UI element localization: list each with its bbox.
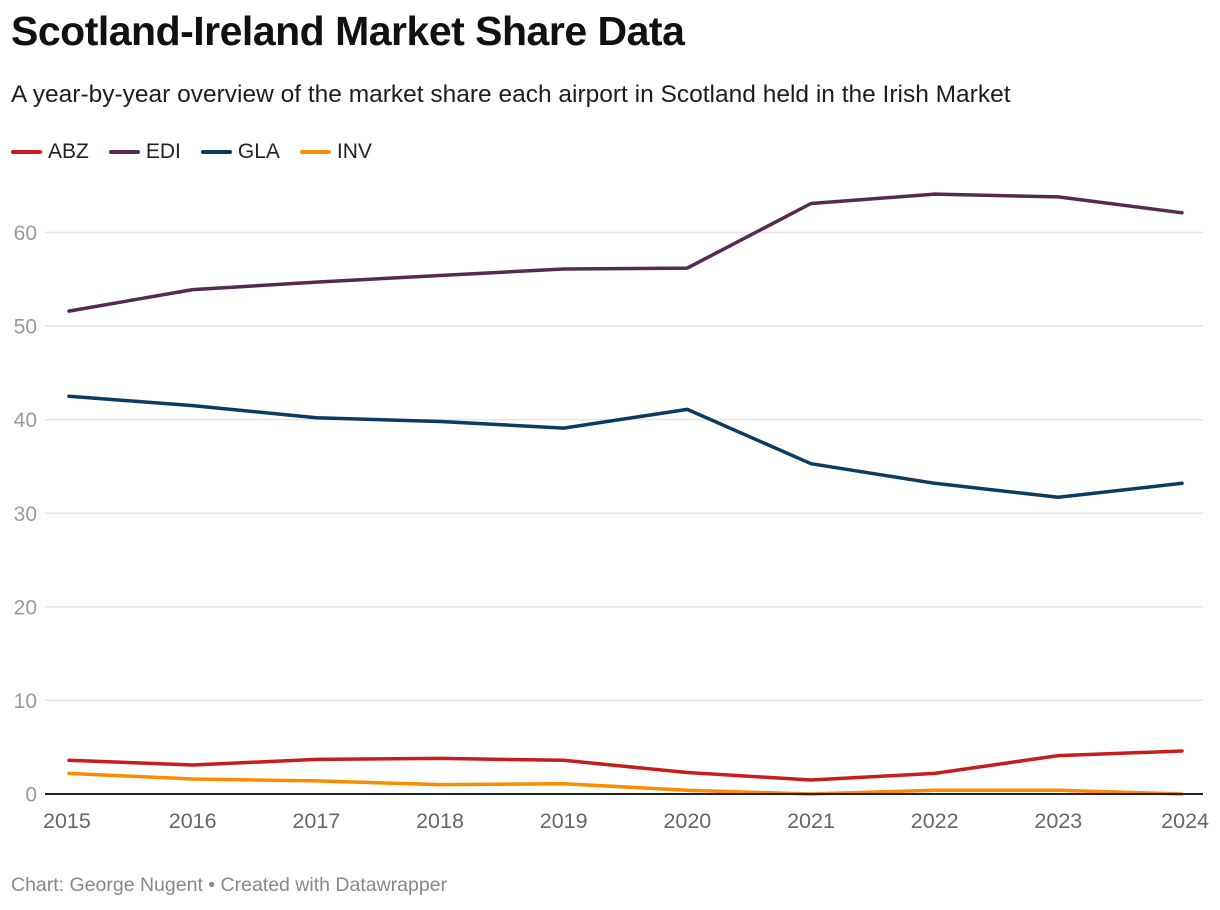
legend-label-edi: EDI <box>145 140 181 163</box>
y-tick-label: 10 <box>14 690 37 713</box>
legend-swatch-abz <box>11 150 42 154</box>
series-line-abz <box>67 749 1184 782</box>
gridlines <box>45 231 1203 702</box>
x-axis-ticks: 2015 2016 2017 2018 2019 2020 2021 2022 2023 2024 <box>43 809 1209 833</box>
legend-label-inv: INV <box>336 140 372 163</box>
legend-item-gla: GLA <box>200 140 280 164</box>
chart-title: Scotland-Ireland Market Share Data <box>11 8 685 54</box>
y-axis-ticks: 0 10 20 30 40 50 60 <box>14 222 37 807</box>
x-tick-label: 2020 <box>663 809 711 833</box>
series-lines <box>67 192 1184 796</box>
y-tick-label: 30 <box>14 503 37 526</box>
x-tick-label: 2021 <box>787 809 835 833</box>
legend-label-gla: GLA <box>237 140 280 163</box>
legend-item-edi: EDI <box>108 140 181 164</box>
x-tick-label: 2015 <box>43 809 91 833</box>
x-tick-label: 2017 <box>292 809 340 833</box>
legend-swatch-edi <box>108 150 140 154</box>
x-tick-label: 2022 <box>911 809 959 833</box>
x-tick-label: 2024 <box>1161 809 1209 833</box>
x-tick-label: 2023 <box>1034 809 1082 833</box>
legend-item-inv: INV <box>299 140 372 164</box>
y-tick-label: 50 <box>14 316 37 339</box>
y-tick-label: 40 <box>14 409 37 432</box>
legend-label-abz: ABZ <box>48 140 89 163</box>
chart-subtitle: A year-by-year overview of the market sh… <box>11 81 1011 108</box>
legend-swatch-inv <box>299 150 331 154</box>
x-tick-label: 2016 <box>169 809 217 833</box>
x-tick-label: 2018 <box>416 809 464 833</box>
footer-credit: Chart: George Nugent • Created with Data… <box>11 874 448 896</box>
y-tick-label: 60 <box>14 222 37 245</box>
legend-item-abz: ABZ <box>11 140 89 164</box>
series-line-inv <box>67 771 1184 796</box>
series-line-edi <box>67 192 1184 313</box>
series-line-gla <box>67 394 1184 500</box>
y-tick-label: 0 <box>25 784 37 807</box>
legend: ABZ EDI GLA INV <box>11 140 372 164</box>
x-tick-label: 2019 <box>540 809 588 833</box>
legend-swatch-gla <box>200 150 232 154</box>
y-tick-label: 20 <box>14 596 37 619</box>
